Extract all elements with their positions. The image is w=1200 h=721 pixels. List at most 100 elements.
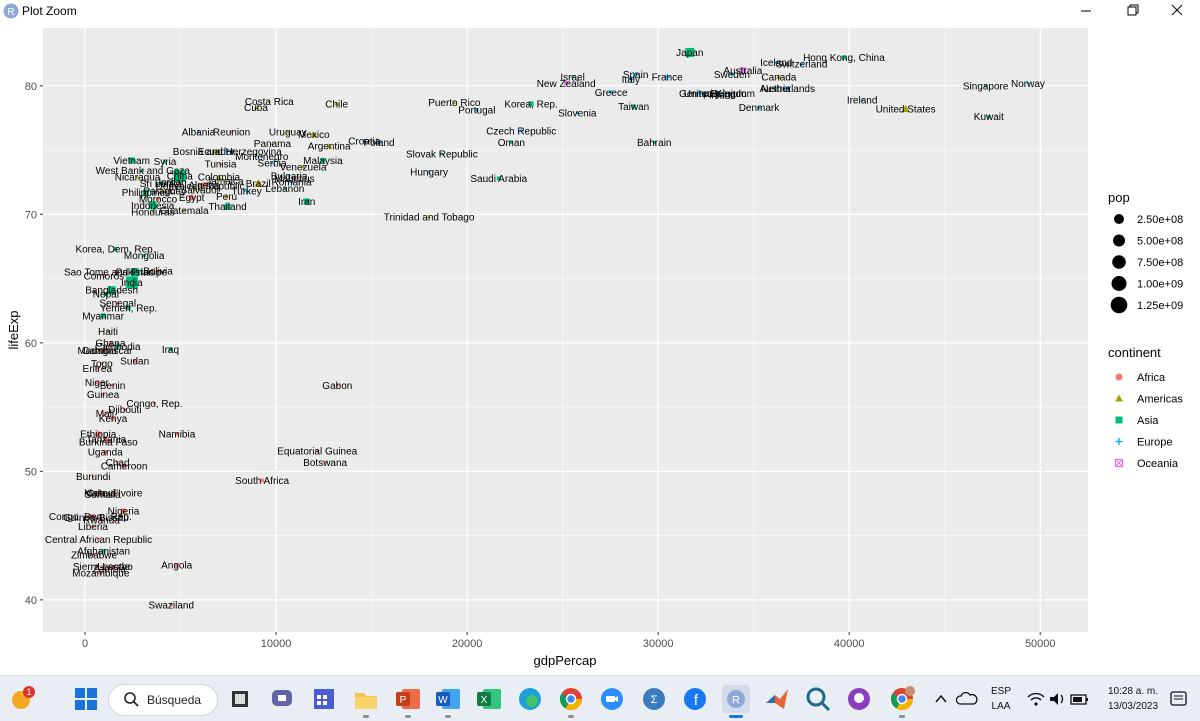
word-button[interactable]: W [434,685,462,713]
data-point [175,432,179,436]
data-point [125,276,138,289]
taskbar: 1 Búsqueda P W X [0,675,1200,721]
data-point [376,139,382,145]
minimize-button[interactable] [1064,0,1110,22]
chrome-button[interactable] [557,685,585,713]
point-label: Korea, Rep. [504,99,557,110]
taskbar-search[interactable]: Búsqueda [108,684,218,716]
data-point [323,460,327,464]
point-label: Mongolia [124,251,165,262]
start-button[interactable] [72,685,100,713]
data-point [156,269,160,273]
file-explorer-button[interactable] [352,685,380,713]
data-point [91,475,95,479]
matlab-button[interactable] [763,685,791,713]
data-point [107,567,111,571]
point-label: Colombia [198,173,241,184]
math-app-button[interactable]: Σ [640,685,668,713]
data-point [260,155,264,159]
point-label: Dominican Republic [156,182,245,193]
calendar-app-button[interactable] [310,685,338,713]
data-point [287,174,291,178]
point-label: Denmark [739,103,781,114]
point-label: United Kingdom [684,89,755,100]
point-label: Israel [560,72,584,83]
point-label: Ethiopia [80,430,117,441]
data-point [300,164,306,169]
close-button[interactable] [1154,0,1200,22]
restore-button[interactable] [1110,0,1156,22]
data-point [98,570,103,575]
data-point [571,75,575,79]
x-tick-label: 40000 [834,638,865,650]
x-tick-label: 20000 [452,638,483,650]
task-view-button[interactable] [226,685,254,713]
point-label: Morocco [139,194,178,205]
github-button[interactable] [845,685,873,713]
running-indicator [568,715,574,718]
search-app-button[interactable] [804,685,832,713]
chrome-profile-button[interactable] [888,685,916,713]
data-point [111,383,115,387]
r-icon: R [722,685,750,713]
point-label: Burundi [76,472,110,483]
point-label: Gabon [322,381,352,392]
data-point [214,149,219,154]
point-label: Guatemala [160,206,209,217]
data-point [108,340,113,345]
powerpoint-button[interactable]: P [394,685,422,713]
data-point [92,553,96,557]
onedrive-button[interactable] [955,685,979,713]
volume-button[interactable] [1047,685,1069,713]
data-point [729,72,734,77]
point-label: Mozambique [72,568,130,579]
weather-widget[interactable]: 1 [8,685,36,713]
point-label: Netherlands [761,84,815,95]
point-label: Switzerland [776,59,828,70]
data-point [289,180,294,185]
data-point [101,549,106,554]
point-label: Nepal [93,290,119,301]
data-point [163,189,167,193]
data-point [87,513,93,519]
excel-button[interactable]: X [475,685,503,713]
data-point [130,268,139,277]
network-button[interactable] [1025,685,1047,713]
point-label: Nicaragua [115,173,161,184]
point-label: Reunion [213,128,250,139]
point-label: Bolivia [143,266,173,277]
svg-text:X: X [481,695,488,706]
battery-button[interactable] [1069,685,1091,713]
point-label: Angola [161,561,193,572]
data-point [135,175,140,179]
x-tick-label: 10000 [261,638,292,650]
calendar-icon [314,689,334,709]
edge-button[interactable] [516,685,544,713]
data-point [113,247,118,252]
active-indicator [729,715,743,718]
teams-chat-button[interactable] [268,685,296,713]
zoom-button[interactable] [598,685,626,713]
data-point [254,179,263,187]
data-point [260,478,265,483]
point-label: Hungary [410,167,448,178]
point-label: Tanzania [86,435,126,446]
r-app-button[interactable]: R [722,685,750,713]
data-point [1026,81,1030,85]
data-point [230,130,234,134]
legend-color-key [1115,438,1123,445]
facebook-button[interactable]: f [681,685,709,713]
point-label: Turkey [232,187,262,198]
point-label: Mexico [298,130,330,141]
point-label: Equatorial Guinea [277,446,357,457]
point-label: Chad [106,458,130,469]
data-point [310,131,318,138]
point-label: Croatia [348,137,381,148]
point-label: Iran [298,197,315,208]
notification-center-button[interactable] [1168,685,1190,713]
data-point [126,306,131,311]
point-label: New Zealand [537,79,596,90]
data-point [95,431,102,438]
show-hidden-icons-button[interactable] [934,685,948,713]
data-point [101,492,105,496]
